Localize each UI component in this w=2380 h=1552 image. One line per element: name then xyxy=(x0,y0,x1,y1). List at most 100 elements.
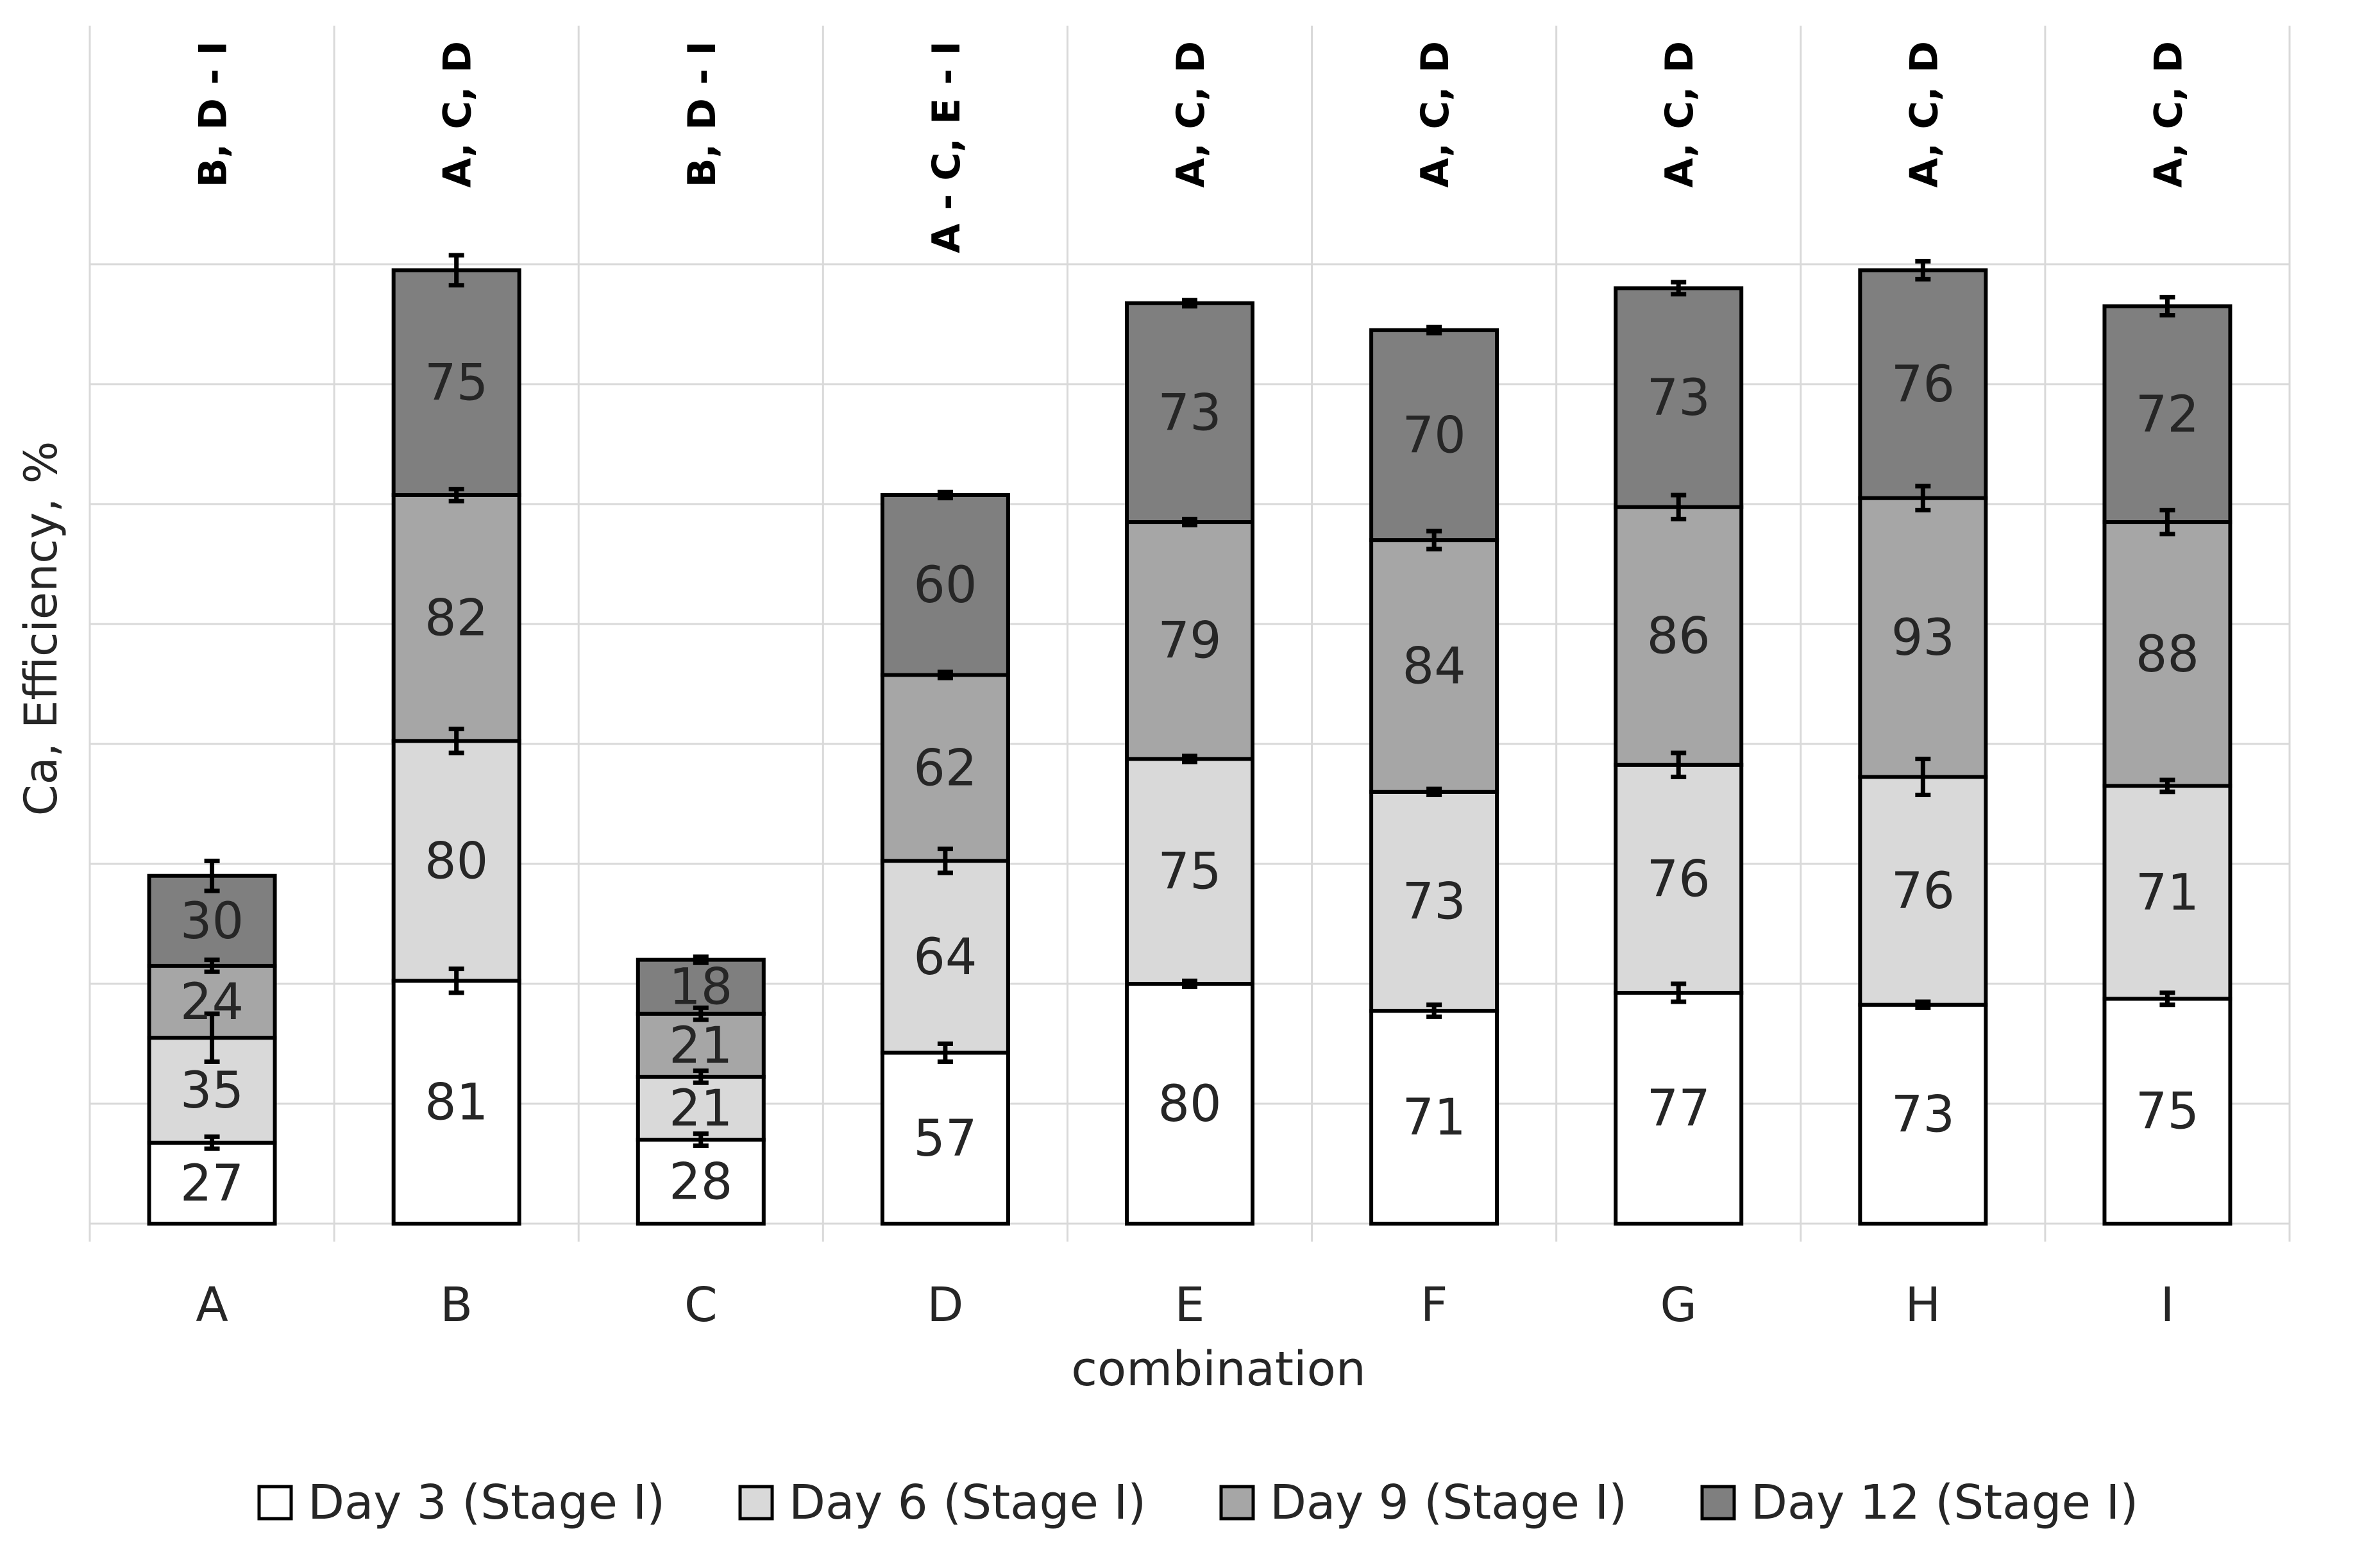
value-label-D-series-1: 57 xyxy=(913,1110,977,1168)
bars-layer xyxy=(147,268,2232,1226)
bar-segment-B-series-4 xyxy=(391,268,521,497)
significance-label-I: A, C, D xyxy=(2146,41,2191,188)
error-bar-C-series-1 xyxy=(693,1131,709,1148)
value-label-D-series-4: 60 xyxy=(913,557,977,614)
bar-segment-I-series-2 xyxy=(2102,784,2232,1001)
error-bar-E-series-2 xyxy=(1182,754,1197,764)
value-label-D-series-3: 62 xyxy=(913,739,977,797)
value-label-A-series-2: 35 xyxy=(180,1062,244,1120)
x-tick-label-A: A xyxy=(196,1278,228,1333)
value-label-E-series-1: 80 xyxy=(1158,1075,1221,1133)
bar-segment-A-series-4 xyxy=(147,873,277,968)
error-bar-D-series-2 xyxy=(937,847,953,875)
significance-label-E: A, C, D xyxy=(1169,41,1213,188)
significance-label-F: A, C, D xyxy=(1413,41,1458,188)
value-label-C-series-3: 21 xyxy=(669,1017,732,1075)
significance-label-B: A, C, D xyxy=(435,41,480,188)
error-bar-D-series-3 xyxy=(937,670,953,680)
value-label-G-series-4: 73 xyxy=(1647,369,1710,427)
bar-segment-I-series-3 xyxy=(2102,520,2232,788)
bar-segment-C-series-4 xyxy=(636,957,766,1016)
error-bar-D-series-4 xyxy=(937,489,953,501)
error-bar-H-series-4 xyxy=(1915,258,1931,282)
value-label-H-series-2: 76 xyxy=(1891,863,1955,920)
significance-label-H: A, C, D xyxy=(1902,41,1946,188)
bar-segment-G-series-3 xyxy=(1614,505,1744,767)
error-bar-C-series-4 xyxy=(693,954,709,965)
error-bar-E-series-1 xyxy=(1182,978,1197,990)
legend-item-series-4: Day 12 (Stage I) xyxy=(1700,1475,2138,1530)
axis-layer: Ca, Efficiency, % combination A B C D E F G H I xyxy=(15,441,2174,1397)
value-label-I-series-2: 71 xyxy=(2136,864,2199,922)
significance-label-C: B, D - I xyxy=(680,41,725,187)
error-bar-E-series-4 xyxy=(1182,298,1197,308)
value-label-B-series-4: 75 xyxy=(425,355,488,412)
error-bar-A-series-3 xyxy=(204,957,220,974)
legend-item-series-3: Day 9 (Stage I) xyxy=(1219,1475,1627,1530)
error-bar-C-series-3 xyxy=(693,1005,709,1022)
value-label-A-series-1: 27 xyxy=(180,1155,244,1213)
value-label-A-series-4: 30 xyxy=(180,893,244,950)
legend-label-series-1: Day 3 (Stage I) xyxy=(308,1475,665,1530)
value-label-B-series-2: 80 xyxy=(425,832,488,890)
error-bar-A-series-1 xyxy=(204,1134,220,1151)
value-label-I-series-3: 88 xyxy=(2136,626,2199,684)
value-label-H-series-3: 93 xyxy=(1891,609,1955,667)
value-label-B-series-1: 81 xyxy=(425,1074,488,1132)
error-bar-B-series-4 xyxy=(448,253,464,288)
significance-label-D: A - C, E - I xyxy=(924,41,969,253)
error-bar-F-series-4 xyxy=(1426,325,1442,336)
error-bar-G-series-4 xyxy=(1671,280,1687,297)
value-labels-layer: 2735243081808275282121185764626080757973… xyxy=(180,355,2199,1213)
error-bar-A-series-2 xyxy=(204,1011,220,1065)
error-bar-I-series-3 xyxy=(2159,507,2175,537)
legend-item-series-1: Day 3 (Stage I) xyxy=(257,1475,665,1530)
error-bar-G-series-3 xyxy=(1671,493,1687,521)
bar-segment-I-series-1 xyxy=(2102,997,2232,1226)
error-bar-I-series-2 xyxy=(2159,777,2175,795)
error-bar-B-series-2 xyxy=(448,727,464,755)
value-label-A-series-3: 24 xyxy=(180,974,244,1031)
bar-segment-E-series-1 xyxy=(1125,982,1254,1226)
legend-swatch-series-3 xyxy=(1219,1485,1255,1521)
x-tick-label-H: H xyxy=(1905,1278,1941,1333)
value-label-F-series-1: 71 xyxy=(1402,1089,1465,1147)
error-bar-D-series-1 xyxy=(937,1042,953,1065)
error-bar-G-series-2 xyxy=(1671,750,1687,779)
value-label-G-series-1: 77 xyxy=(1647,1080,1710,1138)
value-label-I-series-1: 75 xyxy=(2136,1083,2199,1141)
error-bar-H-series-2 xyxy=(1915,756,1931,797)
significance-label-G: A, C, D xyxy=(1657,41,1702,188)
bar-segment-E-series-2 xyxy=(1125,757,1254,986)
value-label-F-series-4: 70 xyxy=(1402,407,1465,464)
legend-label-series-2: Day 6 (Stage I) xyxy=(789,1475,1146,1530)
error-bar-B-series-3 xyxy=(448,487,464,503)
error-bar-H-series-3 xyxy=(1915,484,1931,512)
error-bar-F-series-3 xyxy=(1426,528,1442,552)
error-bar-G-series-1 xyxy=(1671,981,1687,1004)
error-bar-H-series-1 xyxy=(1915,999,1931,1010)
value-label-C-series-2: 21 xyxy=(669,1080,732,1138)
value-label-F-series-3: 84 xyxy=(1402,637,1465,695)
legend-swatch-series-1 xyxy=(257,1485,293,1521)
bar-segment-A-series-1 xyxy=(147,1140,277,1226)
error-bar-E-series-3 xyxy=(1182,516,1197,528)
error-bar-B-series-1 xyxy=(448,966,464,995)
x-tick-label-D: D xyxy=(927,1278,963,1333)
bar-segment-G-series-1 xyxy=(1614,991,1744,1226)
x-tick-label-G: G xyxy=(1660,1278,1697,1333)
value-label-F-series-2: 73 xyxy=(1402,873,1465,931)
value-label-B-series-3: 82 xyxy=(425,590,488,648)
bar-segment-D-series-1 xyxy=(880,1050,1010,1226)
bar-segment-F-series-1 xyxy=(1369,1009,1499,1226)
bar-segment-B-series-3 xyxy=(391,493,521,743)
error-bar-F-series-2 xyxy=(1426,786,1442,797)
value-label-C-series-1: 28 xyxy=(669,1154,732,1211)
bar-segment-D-series-2 xyxy=(880,859,1010,1055)
value-label-G-series-2: 76 xyxy=(1647,850,1710,908)
legend-label-series-3: Day 9 (Stage I) xyxy=(1270,1475,1627,1530)
error-bars-layer xyxy=(204,253,2175,1151)
bar-segment-C-series-1 xyxy=(636,1138,766,1226)
legend-swatch-series-4 xyxy=(1700,1485,1736,1521)
